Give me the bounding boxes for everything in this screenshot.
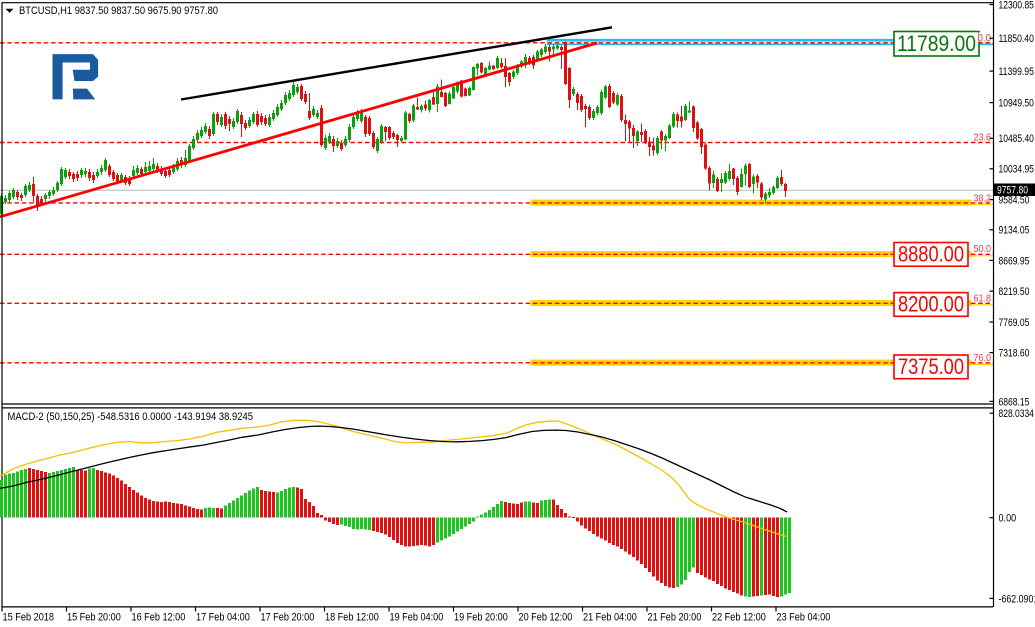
svg-text:-662.0901: -662.0901 bbox=[999, 593, 1035, 605]
svg-text:6868.15: 6868.15 bbox=[999, 396, 1030, 408]
svg-text:8880.00: 8880.00 bbox=[898, 242, 964, 267]
svg-text:10034.95: 10034.95 bbox=[999, 164, 1034, 176]
svg-text:9757.80: 9757.80 bbox=[997, 184, 1028, 196]
svg-text:9134.05: 9134.05 bbox=[999, 225, 1030, 237]
svg-text:23 Feb 04:00: 23 Feb 04:00 bbox=[777, 611, 831, 623]
svg-text:17 Feb 20:00: 17 Feb 20:00 bbox=[261, 611, 315, 623]
svg-text:20 Feb 12:00: 20 Feb 12:00 bbox=[519, 611, 573, 623]
svg-text:0.00: 0.00 bbox=[999, 513, 1017, 525]
svg-text:8200.00: 8200.00 bbox=[898, 292, 964, 317]
svg-text:22 Feb 12:00: 22 Feb 12:00 bbox=[712, 611, 766, 623]
svg-text:MACD-2 (50,150,25) -548.5316 0: MACD-2 (50,150,25) -548.5316 0.0000 -143… bbox=[8, 411, 254, 423]
svg-text:7769.05: 7769.05 bbox=[999, 317, 1030, 329]
svg-text:21 Feb 04:00: 21 Feb 04:00 bbox=[583, 611, 637, 623]
svg-text:19 Feb 04:00: 19 Feb 04:00 bbox=[390, 611, 444, 623]
svg-text:38.2: 38.2 bbox=[974, 194, 992, 205]
svg-text:76.0: 76.0 bbox=[974, 353, 992, 364]
svg-text:16 Feb 12:00: 16 Feb 12:00 bbox=[132, 611, 186, 623]
svg-text:11850.40: 11850.40 bbox=[999, 33, 1034, 45]
svg-text:15 Feb 20:00: 15 Feb 20:00 bbox=[67, 611, 121, 623]
svg-text:7375.00: 7375.00 bbox=[898, 354, 964, 379]
svg-text:11399.95: 11399.95 bbox=[999, 66, 1034, 78]
svg-text:10485.40: 10485.40 bbox=[999, 133, 1034, 145]
svg-text:7318.60: 7318.60 bbox=[999, 348, 1030, 360]
svg-text:18 Feb 12:00: 18 Feb 12:00 bbox=[325, 611, 379, 623]
svg-text:8669.95: 8669.95 bbox=[999, 255, 1030, 267]
svg-text:17 Feb 04:00: 17 Feb 04:00 bbox=[196, 611, 250, 623]
svg-text:12300.85: 12300.85 bbox=[999, 0, 1034, 11]
svg-text:50.0: 50.0 bbox=[974, 244, 992, 255]
svg-text:828.0334: 828.0334 bbox=[999, 408, 1034, 420]
svg-text:10949.50: 10949.50 bbox=[999, 98, 1034, 110]
svg-text:19 Feb 20:00: 19 Feb 20:00 bbox=[454, 611, 508, 623]
svg-text:23.6: 23.6 bbox=[974, 133, 992, 144]
svg-text:15 Feb 2018: 15 Feb 2018 bbox=[3, 611, 55, 623]
svg-text:11789.00: 11789.00 bbox=[897, 31, 976, 56]
svg-text:9584.50: 9584.50 bbox=[999, 195, 1030, 207]
svg-text:61.8: 61.8 bbox=[974, 294, 992, 305]
svg-text:0.0: 0.0 bbox=[978, 32, 992, 44]
svg-text:21 Feb 20:00: 21 Feb 20:00 bbox=[648, 611, 702, 623]
svg-text:BTCUSD,H1 9837.50 9837.50 967: BTCUSD,H1 9837.50 9837.50 9675.90 9757.8… bbox=[19, 5, 218, 17]
svg-text:8219.50: 8219.50 bbox=[999, 286, 1030, 298]
